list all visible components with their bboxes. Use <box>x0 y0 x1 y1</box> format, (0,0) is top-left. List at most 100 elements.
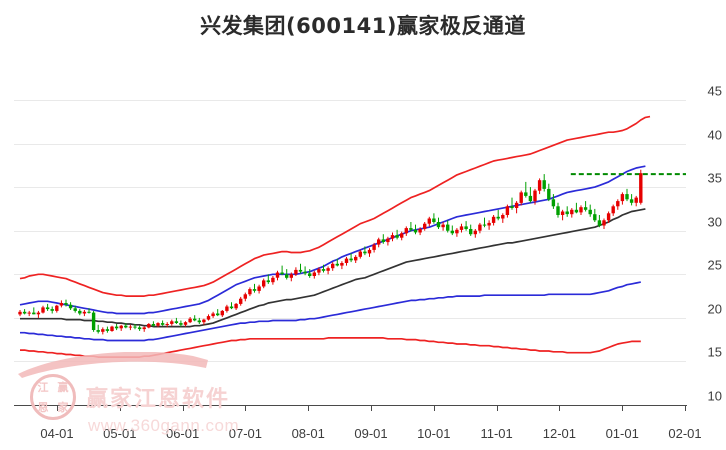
candle-body <box>533 190 537 202</box>
candle-body <box>459 226 464 230</box>
candle-body <box>303 271 307 274</box>
candle-body <box>363 251 367 254</box>
candlestick <box>216 309 220 317</box>
candle-body <box>579 207 583 213</box>
candlestick <box>36 310 41 318</box>
candlestick <box>317 267 321 276</box>
candle-body <box>367 249 372 254</box>
candlestick <box>32 307 36 315</box>
candlestick <box>22 309 27 315</box>
candle-body <box>386 238 390 243</box>
candlestick <box>78 309 82 316</box>
candle-body <box>27 312 31 314</box>
candlestick <box>400 231 404 241</box>
candlestick <box>602 218 606 229</box>
candle-body <box>165 324 169 325</box>
candle-body <box>326 268 330 271</box>
candlestick <box>308 269 312 278</box>
gridline <box>14 361 686 363</box>
candlestick <box>464 221 468 231</box>
candlestick <box>289 272 293 282</box>
candlestick <box>551 194 556 209</box>
candle-body <box>321 269 326 271</box>
candlestick <box>496 209 500 221</box>
candlestick <box>611 204 615 216</box>
candle-body <box>427 218 431 224</box>
candlestick <box>211 311 215 318</box>
candlestick <box>367 248 372 257</box>
candle-body <box>179 323 183 325</box>
candle-body <box>160 323 165 325</box>
candlestick <box>262 278 266 289</box>
candlestick <box>294 267 298 276</box>
candle-body <box>639 173 643 203</box>
x-axis-tick <box>622 405 624 411</box>
candlestick <box>432 213 436 224</box>
candlestick <box>239 296 243 306</box>
candle-body <box>478 224 482 231</box>
candlestick <box>446 220 450 233</box>
x-axis-label: 06-01 <box>165 426 200 441</box>
candlestick <box>409 222 413 232</box>
x-axis-tick <box>371 405 372 411</box>
candlestick <box>381 234 385 244</box>
candle-body <box>82 311 87 314</box>
candle-body <box>68 304 73 309</box>
candlestick <box>114 324 119 331</box>
candle-body <box>634 197 638 203</box>
candlestick <box>142 326 146 332</box>
candlestick <box>441 222 445 231</box>
candlestick <box>469 224 473 236</box>
candle-body <box>266 280 270 283</box>
candle-body <box>542 180 546 189</box>
candle-body <box>519 192 523 203</box>
candle-body <box>588 209 592 215</box>
candle-body <box>565 211 569 215</box>
candle-body <box>381 239 385 242</box>
candle-body <box>22 311 27 314</box>
candlestick <box>606 211 611 223</box>
candlestick <box>160 320 165 326</box>
candlestick <box>45 303 50 311</box>
x-axis-label: 08-01 <box>291 426 325 441</box>
candle-body <box>317 269 321 273</box>
candlestick <box>547 183 551 202</box>
x-axis-label: 05-01 <box>103 426 137 441</box>
candlestick <box>119 324 123 331</box>
candlestick <box>225 304 229 313</box>
candle-body <box>174 321 179 323</box>
candlestick <box>280 265 284 276</box>
candle-body <box>423 223 427 229</box>
candle-body <box>262 280 266 287</box>
candle-body <box>87 311 91 313</box>
candlestick <box>206 314 211 321</box>
candle-body <box>225 306 229 311</box>
candlestick <box>170 319 174 326</box>
candle-body <box>496 216 500 219</box>
candle-body <box>358 251 362 257</box>
candlestick <box>537 178 542 195</box>
band-lower-inner-band <box>20 281 641 342</box>
candlestick <box>413 224 418 235</box>
candlestick <box>18 310 22 317</box>
candlestick <box>183 321 188 327</box>
candle-body <box>234 303 238 309</box>
candle-body <box>432 218 436 222</box>
gridline <box>14 230 686 232</box>
candlestick <box>597 215 602 228</box>
candlestick <box>583 201 588 212</box>
candlestick <box>455 228 459 237</box>
candle-body <box>285 274 289 278</box>
candle-body <box>487 222 491 226</box>
candle-body <box>59 303 64 306</box>
candlestick <box>110 325 114 332</box>
candlestick <box>363 246 367 256</box>
x-axis-tick <box>496 405 498 411</box>
candlestick <box>55 304 59 313</box>
candlestick <box>87 308 91 314</box>
candle-body <box>193 318 197 321</box>
candlestick <box>574 202 579 214</box>
candlestick <box>101 327 105 335</box>
candlestick <box>156 322 160 328</box>
candle-body <box>294 269 298 275</box>
